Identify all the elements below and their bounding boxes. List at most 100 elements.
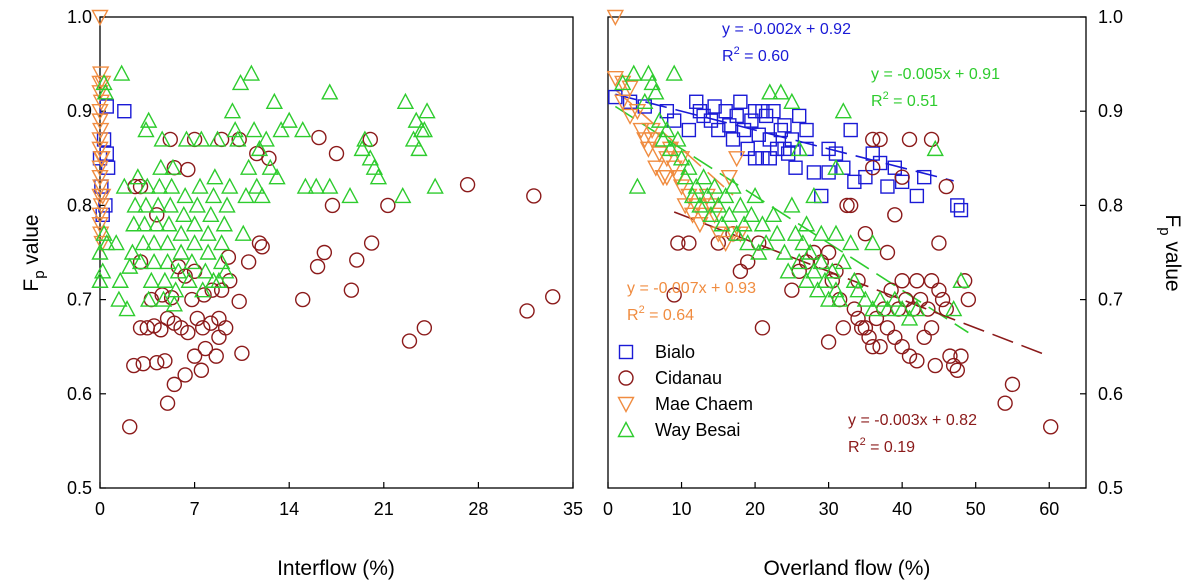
right-point-way-besai <box>779 262 797 279</box>
left-point-way-besai <box>169 262 188 279</box>
right-point-way-besai <box>764 205 783 223</box>
right-point-cidanau <box>666 287 682 303</box>
left-point-way-besai <box>126 196 144 213</box>
left-point-cidanau <box>459 176 476 193</box>
left-point-cidanau <box>234 345 250 361</box>
right-point-mae-chaem <box>647 160 665 177</box>
right-point-way-besai <box>878 300 897 317</box>
left-point-way-besai <box>176 186 194 204</box>
right-point-cidanau <box>1004 376 1021 393</box>
right-y-tick-label: 0.7 <box>1098 290 1123 310</box>
left-point-cidanau <box>203 315 219 331</box>
right-point-bialo <box>780 146 796 161</box>
right-point-mae-chaem <box>672 179 691 196</box>
right-point-bialo <box>858 169 873 185</box>
right-point-way-besai <box>694 168 713 185</box>
legend: Bialo Cidanau Mae Chaem Way Besai <box>617 342 753 440</box>
right-point-bialo <box>608 89 623 105</box>
left-point-way-besai <box>418 102 436 119</box>
left-point-cidanau <box>204 282 220 298</box>
annotation-0-equation: y = -0.002x + 0.92 <box>722 21 851 38</box>
left-point-mae-chaem <box>91 132 109 149</box>
left-point-way-besai <box>396 92 415 109</box>
left-point-mae-chaem <box>92 198 111 215</box>
left-point-cidanau <box>211 329 227 345</box>
right-point-bialo <box>722 118 737 133</box>
right-point-way-besai <box>893 300 911 317</box>
right-point-mae-chaem <box>658 169 676 187</box>
left-point-way-besai <box>199 224 217 241</box>
left-point-way-besai <box>129 168 147 185</box>
right-point-bialo <box>784 132 800 147</box>
left-y-tick-label: 0.6 <box>67 384 92 404</box>
left-panel: 0 7 14 21 28 35 0.5 0.6 0.7 0.8 0.9 1.0 Interflow (… <box>20 7 583 580</box>
left-point-cidanau <box>240 254 257 270</box>
left-point-mae-chaem <box>92 66 110 83</box>
right-point-bialo <box>843 122 858 138</box>
left-point-cidanau <box>177 367 193 383</box>
left-point-bialo <box>99 146 114 161</box>
right-point-cidanau <box>784 282 800 298</box>
right-point-bialo <box>814 188 829 204</box>
right-point-way-besai <box>746 186 764 204</box>
right-point-cidanau <box>850 310 866 327</box>
left-y-tick-label: 0.5 <box>67 478 92 498</box>
right-point-cidanau <box>865 160 881 176</box>
left-point-cidanau <box>180 161 196 178</box>
right-panel: 0 10 20 30 40 50 60 0.5 0.6 0.7 0.8 0.9 1.0 Bialo Cid… <box>603 7 1184 580</box>
right-point-mae-chaem <box>621 108 639 125</box>
right-point-cidanau <box>912 291 929 308</box>
left-point-way-besai <box>268 168 286 185</box>
left-plot-frame <box>99 16 574 489</box>
left-point-mae-chaem <box>92 179 110 196</box>
left-point-way-besai <box>154 290 173 307</box>
left-point-cidanau <box>380 197 396 214</box>
left-point-mae-chaem <box>91 169 109 187</box>
legend-marker-way-besai <box>617 421 635 438</box>
left-point-way-besai <box>231 73 250 91</box>
right-point-cidanau <box>887 207 903 223</box>
left-point-way-besai <box>250 139 269 157</box>
left-point-way-besai <box>165 295 183 312</box>
left-point-cidanau <box>343 282 360 298</box>
left-point-cidanau <box>122 419 138 435</box>
left-point-way-besai <box>204 186 223 204</box>
right-point-cidanau <box>923 131 940 148</box>
right-point-mae-chaem <box>728 151 746 168</box>
left-point-way-besai <box>221 177 239 194</box>
right-y-tick-label: 1.0 <box>1098 7 1123 27</box>
left-point-cidanau <box>251 235 268 251</box>
left-y-axis-title-rest: value <box>20 214 43 270</box>
right-point-way-besai <box>856 290 875 307</box>
left-point-way-besai <box>353 139 371 157</box>
right-point-way-besai <box>842 234 860 251</box>
right-point-way-besai <box>650 111 669 128</box>
right-point-bialo <box>880 179 895 194</box>
left-point-way-besai <box>135 215 154 232</box>
right-point-way-besai <box>731 196 750 213</box>
left-point-mae-chaem <box>91 9 109 26</box>
right-point-cidanau <box>879 244 896 261</box>
left-point-cidanau <box>132 254 149 270</box>
right-point-bialo <box>744 113 759 128</box>
left-point-way-besai <box>112 64 131 81</box>
right-point-way-besai <box>705 177 724 194</box>
right-point-way-besai <box>768 224 786 241</box>
right-point-cidanau <box>839 197 855 214</box>
right-y-axis-title-rest: value <box>1161 236 1184 292</box>
right-point-way-besai <box>691 196 709 213</box>
right-point-way-besai <box>801 243 819 260</box>
right-point-mae-chaem <box>639 141 658 158</box>
left-point-way-besai <box>98 234 116 251</box>
right-point-way-besai <box>823 262 841 279</box>
left-point-way-besai <box>172 224 190 241</box>
left-point-cidanau <box>149 207 165 223</box>
left-y-axis-title: Fp value <box>20 214 48 291</box>
left-point-mae-chaem <box>93 151 111 168</box>
left-point-way-besai <box>172 243 190 260</box>
right-point-bialo <box>681 122 697 138</box>
left-point-way-besai <box>321 83 339 100</box>
left-point-way-besai <box>208 130 227 147</box>
right-point-way-besai <box>687 177 705 194</box>
right-point-mae-chaem <box>705 207 724 224</box>
